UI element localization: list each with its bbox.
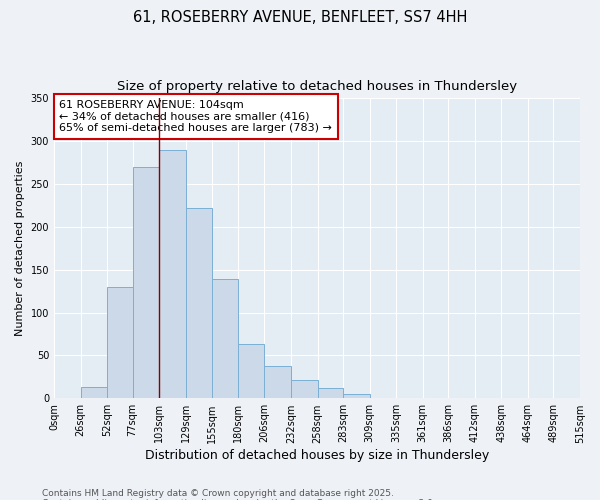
Title: Size of property relative to detached houses in Thundersley: Size of property relative to detached ho…	[117, 80, 517, 93]
Text: Contains HM Land Registry data © Crown copyright and database right 2025.: Contains HM Land Registry data © Crown c…	[42, 488, 394, 498]
Bar	[291, 380, 317, 398]
Y-axis label: Number of detached properties: Number of detached properties	[15, 160, 25, 336]
Bar	[159, 150, 186, 398]
Bar	[212, 279, 238, 398]
Bar	[186, 208, 212, 398]
X-axis label: Distribution of detached houses by size in Thundersley: Distribution of detached houses by size …	[145, 450, 489, 462]
Bar	[265, 366, 291, 398]
Text: Contains public sector information licensed under the Open Government Licence v3: Contains public sector information licen…	[42, 498, 436, 500]
Bar	[107, 287, 133, 399]
Bar	[343, 394, 370, 398]
Bar	[133, 167, 159, 398]
Bar	[80, 387, 107, 398]
Text: 61 ROSEBERRY AVENUE: 104sqm
← 34% of detached houses are smaller (416)
65% of se: 61 ROSEBERRY AVENUE: 104sqm ← 34% of det…	[59, 100, 332, 133]
Bar	[238, 344, 265, 399]
Bar	[317, 388, 343, 398]
Text: 61, ROSEBERRY AVENUE, BENFLEET, SS7 4HH: 61, ROSEBERRY AVENUE, BENFLEET, SS7 4HH	[133, 10, 467, 25]
